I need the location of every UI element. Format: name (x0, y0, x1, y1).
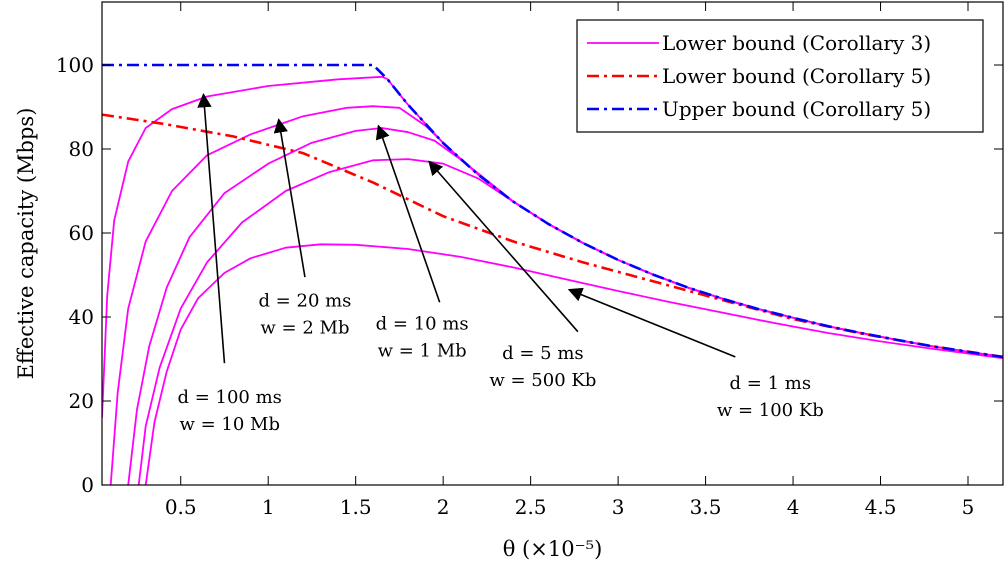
y-tick-label: 80 (69, 137, 94, 161)
x-tick-label: 1.5 (340, 495, 372, 519)
legend-label: Lower bound (Corollary 3) (662, 31, 931, 55)
y-tick-label: 60 (69, 221, 94, 245)
legend-label: Lower bound (Corollary 5) (662, 64, 931, 88)
x-tick-label: 3 (612, 495, 625, 519)
annotation-label: d = 100 ms (177, 387, 281, 408)
annotation-label: d = 10 ms (376, 314, 469, 335)
annotation-layer: d = 100 ms w = 10 Mb d = 20 ms w = 2 Mb d = … (177, 92, 824, 435)
y-axis-label: Effective capacity (Mbps) (14, 108, 38, 380)
y-tick-label: 40 (69, 305, 94, 329)
x-tick-label: 0.5 (165, 495, 197, 519)
series-layer (102, 63, 1003, 485)
x-axis-label: θ (×10⁻⁵) (503, 537, 603, 561)
annotation-label: w = 500 Kb (489, 370, 596, 391)
series-line-7 (144, 243, 1003, 485)
x-tick-label: 4 (787, 495, 800, 519)
annotation-label: d = 5 ms (502, 343, 584, 364)
x-tick-label: 2.5 (515, 495, 547, 519)
annotation-label: w = 2 Mb (260, 318, 349, 339)
y-tick-label: 100 (56, 53, 94, 77)
x-tick-label: 3.5 (690, 495, 722, 519)
annotation-label: d = 20 ms (258, 291, 351, 312)
annotation-arrow (375, 124, 441, 303)
annotation-label: w = 100 Kb (717, 400, 824, 421)
x-tick-label: 2 (437, 495, 450, 519)
tick-layer: 0.5 1 1.5 2 2.5 3 3.5 4 4.5 5 0 20 40 60 80 100 (56, 2, 1003, 519)
y-tick-label: 0 (81, 473, 94, 497)
annotation-arrow (428, 160, 579, 333)
x-tick-label: 4.5 (865, 495, 897, 519)
annotation-arrow (273, 118, 306, 278)
series-line-1 (102, 63, 1003, 359)
annotation-label: d = 1 ms (730, 373, 812, 394)
series-line-2 (102, 113, 1003, 359)
legend-label: Upper bound (Corollary 5) (662, 97, 931, 121)
plot-frame (101, 1, 1004, 486)
annotation-arrow (197, 92, 226, 364)
annotation-arrow (567, 287, 736, 358)
annotation-label: w = 10 Mb (179, 414, 280, 435)
legend: Lower bound (Corollary 3) Lower bound (Co… (576, 19, 984, 133)
x-tick-label: 1 (262, 495, 275, 519)
x-tick-label: 5 (962, 495, 975, 519)
annotation-label: w = 1 Mb (378, 341, 467, 362)
y-tick-label: 20 (69, 389, 94, 413)
